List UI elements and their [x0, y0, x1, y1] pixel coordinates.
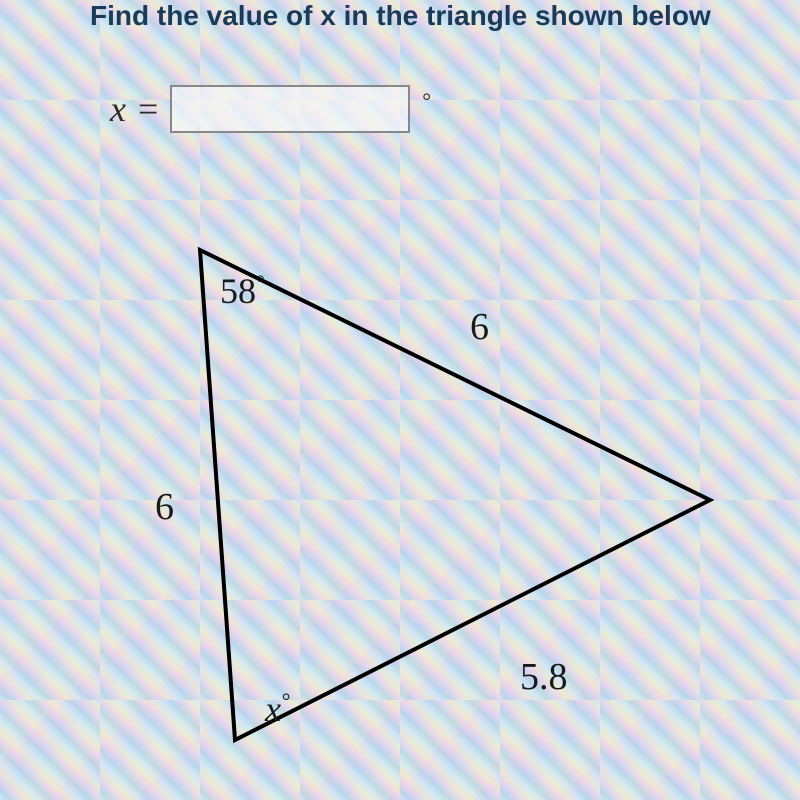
triangle-shape: [200, 250, 710, 740]
answer-input[interactable]: [170, 85, 410, 133]
side-bottom: 5.8: [520, 655, 568, 699]
side-top-right: 6: [470, 305, 489, 349]
equals-sign: =: [138, 88, 158, 130]
question-text: Find the value of x in the triangle show…: [90, 0, 711, 32]
side-left: 6: [155, 485, 174, 529]
angle-top: 58°: [220, 270, 265, 312]
answer-row: x = °: [110, 85, 431, 133]
angle-bottom-x: x°: [265, 688, 290, 730]
triangle-svg: [100, 230, 740, 770]
triangle-diagram: 58° 6 6 5.8 x°: [100, 230, 740, 770]
degree-unit: °: [422, 88, 431, 114]
variable-x: x: [110, 88, 126, 130]
